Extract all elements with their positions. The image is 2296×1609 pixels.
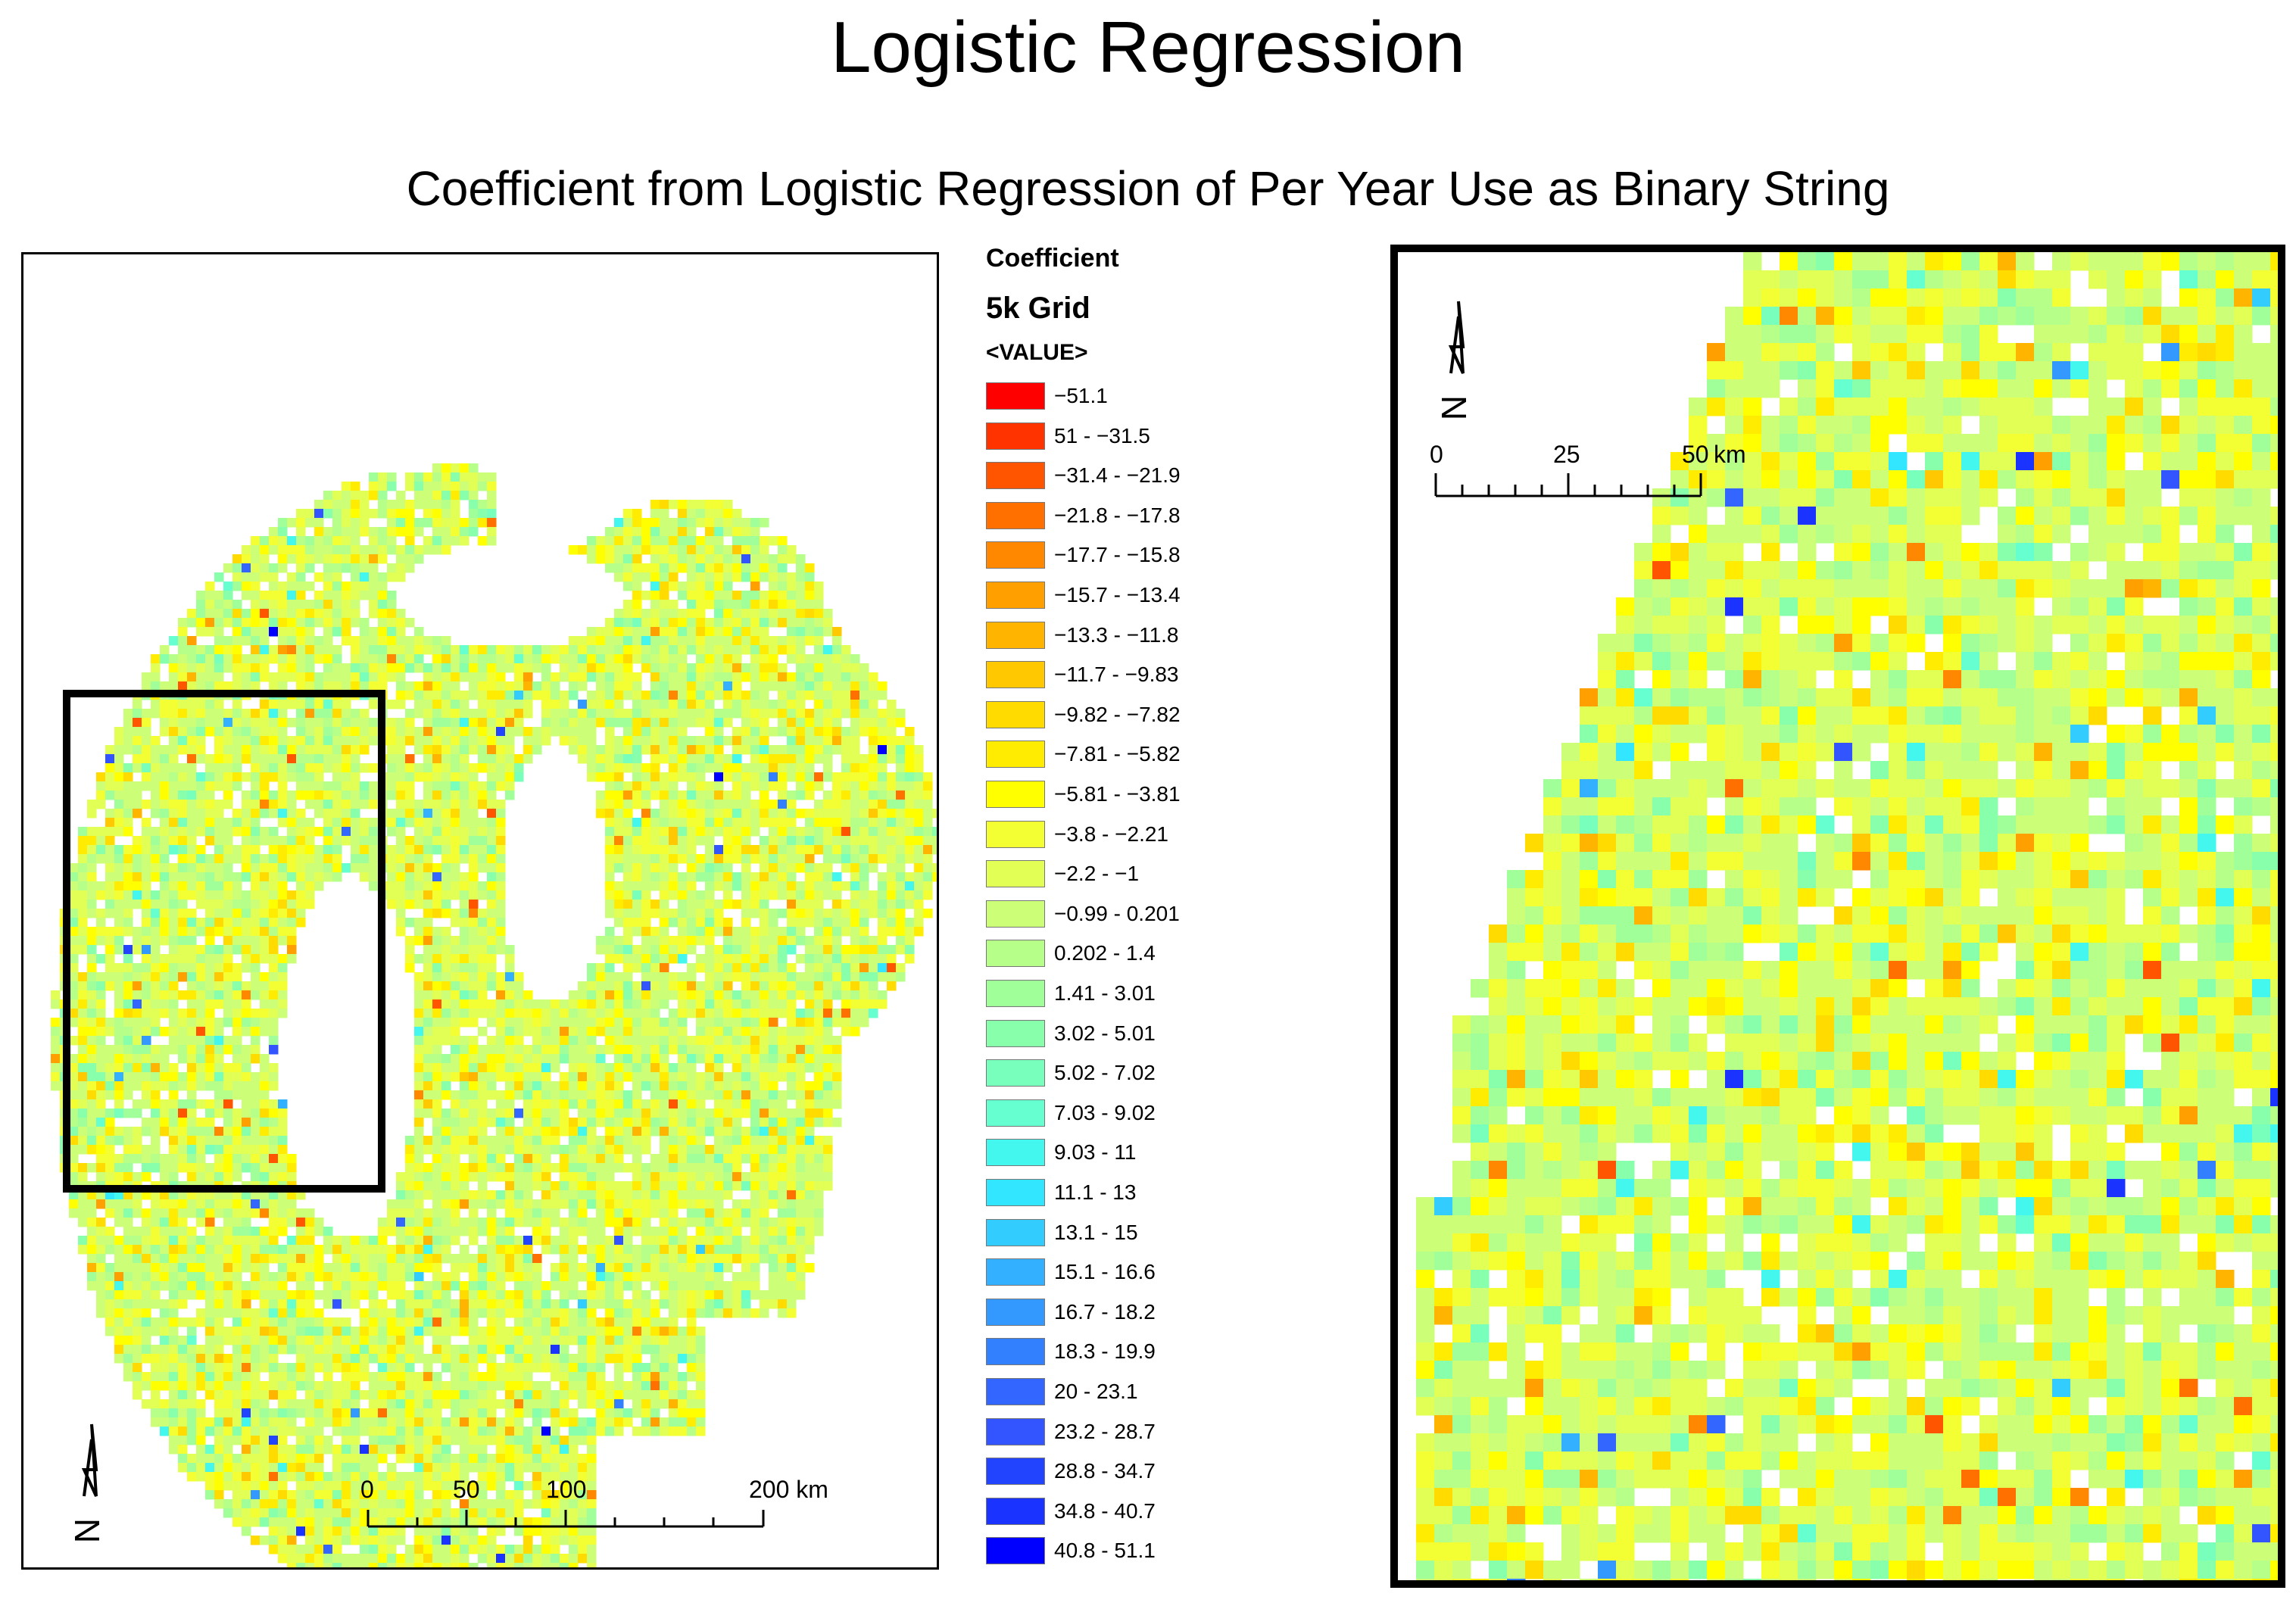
legend-swatch bbox=[986, 422, 1045, 450]
legend-label: −17.7 - −15.8 bbox=[1054, 543, 1181, 567]
legend-heading: Coefficient bbox=[986, 244, 1119, 273]
legend-swatch bbox=[986, 501, 1045, 529]
page-title: Logistic Regression bbox=[831, 7, 1465, 88]
legend-swatch bbox=[986, 1537, 1045, 1565]
legend-label: 7.03 - 9.02 bbox=[1054, 1100, 1156, 1124]
legend-swatch bbox=[986, 1298, 1045, 1326]
legend-swatch bbox=[986, 1059, 1045, 1087]
legend-label: −0.99 - 0.201 bbox=[1054, 901, 1180, 925]
legend-label: 1.41 - 3.01 bbox=[1054, 981, 1156, 1005]
legend-label: 13.1 - 15 bbox=[1054, 1220, 1138, 1244]
legend-label: 9.03 - 11 bbox=[1054, 1140, 1137, 1165]
legend-swatch bbox=[986, 541, 1045, 569]
legend-swatch bbox=[986, 1218, 1045, 1246]
legend-swatch bbox=[986, 700, 1045, 728]
legend-swatch bbox=[986, 1458, 1045, 1486]
legend-label: 34.8 - 40.7 bbox=[1054, 1498, 1156, 1523]
inset-map-frame: N 0 25 50 km bbox=[1390, 245, 2285, 1588]
map-subtitle: Coefficient from Logistic Regression of … bbox=[406, 161, 1890, 216]
legend-label: −15.7 - −13.4 bbox=[1054, 583, 1181, 606]
legend-label: 40.8 - 51.1 bbox=[1054, 1539, 1156, 1563]
overview-map-frame: N 0 50 100 200 km bbox=[21, 252, 939, 1570]
legend-swatch bbox=[986, 820, 1045, 848]
inset-map bbox=[1416, 252, 2278, 1580]
legend-swatch bbox=[986, 661, 1045, 689]
legend-label: 28.8 - 34.7 bbox=[1054, 1459, 1156, 1483]
legend-swatch bbox=[986, 1179, 1045, 1206]
legend-swatch bbox=[986, 1139, 1045, 1167]
inset-extent-box bbox=[63, 690, 385, 1193]
legend-label: 11.1 - 13 bbox=[1054, 1180, 1137, 1204]
legend-swatch bbox=[986, 980, 1045, 1007]
overview-map bbox=[51, 463, 937, 1567]
legend-label: −2.2 - −1 bbox=[1054, 862, 1140, 886]
legend-label: 51 - −31.5 bbox=[1054, 423, 1150, 447]
legend-field-name: <VALUE> bbox=[986, 340, 1088, 365]
legend-swatch bbox=[986, 1378, 1045, 1405]
legend-label: 3.02 - 5.01 bbox=[1054, 1021, 1156, 1045]
legend-label: 0.202 - 1.4 bbox=[1054, 941, 1156, 965]
legend-label: −11.7 - −9.83 bbox=[1054, 663, 1179, 687]
legend-swatch bbox=[986, 1258, 1045, 1286]
legend-layer-name: 5k Grid bbox=[986, 292, 1090, 325]
legend-swatch bbox=[986, 1019, 1045, 1047]
overview-raster-cells bbox=[51, 463, 937, 1567]
legend-swatch bbox=[986, 1497, 1045, 1525]
legend-swatch bbox=[986, 621, 1045, 649]
legend-label: −7.81 - −5.82 bbox=[1054, 742, 1181, 766]
legend-swatch bbox=[986, 741, 1045, 769]
legend-swatch bbox=[986, 1417, 1045, 1445]
legend-label: 18.3 - 19.9 bbox=[1054, 1339, 1156, 1364]
legend-swatch bbox=[986, 1338, 1045, 1366]
inset-raster-cells bbox=[1416, 252, 2278, 1580]
legend-label: 5.02 - 7.02 bbox=[1054, 1061, 1156, 1085]
legend: Coefficient 5k Grid <VALUE> −51.1 51 - −3… bbox=[984, 244, 1227, 1576]
legend-label: −21.8 - −17.8 bbox=[1054, 503, 1181, 527]
legend-swatch bbox=[986, 940, 1045, 968]
legend-swatch bbox=[986, 462, 1045, 490]
legend-swatch bbox=[986, 1099, 1045, 1127]
legend-swatch bbox=[986, 382, 1045, 410]
legend-label: 23.2 - 28.7 bbox=[1054, 1419, 1156, 1443]
legend-label: −31.4 - −21.9 bbox=[1054, 463, 1181, 488]
legend-swatch bbox=[986, 900, 1045, 928]
legend-label: −51.1 bbox=[1054, 384, 1108, 407]
legend-label: −13.3 - −11.8 bbox=[1054, 622, 1179, 647]
legend-label: −9.82 - −7.82 bbox=[1054, 702, 1181, 726]
legend-swatch bbox=[986, 781, 1045, 808]
legend-label: 20 - 23.1 bbox=[1054, 1380, 1138, 1403]
legend-swatch bbox=[986, 860, 1045, 888]
legend-swatch bbox=[986, 582, 1045, 609]
legend-label: −5.81 - −3.81 bbox=[1054, 782, 1181, 806]
legend-label: −3.8 - −2.21 bbox=[1054, 822, 1169, 846]
legend-label: 15.1 - 16.6 bbox=[1054, 1260, 1156, 1284]
legend-label: 16.7 - 18.2 bbox=[1054, 1299, 1156, 1324]
